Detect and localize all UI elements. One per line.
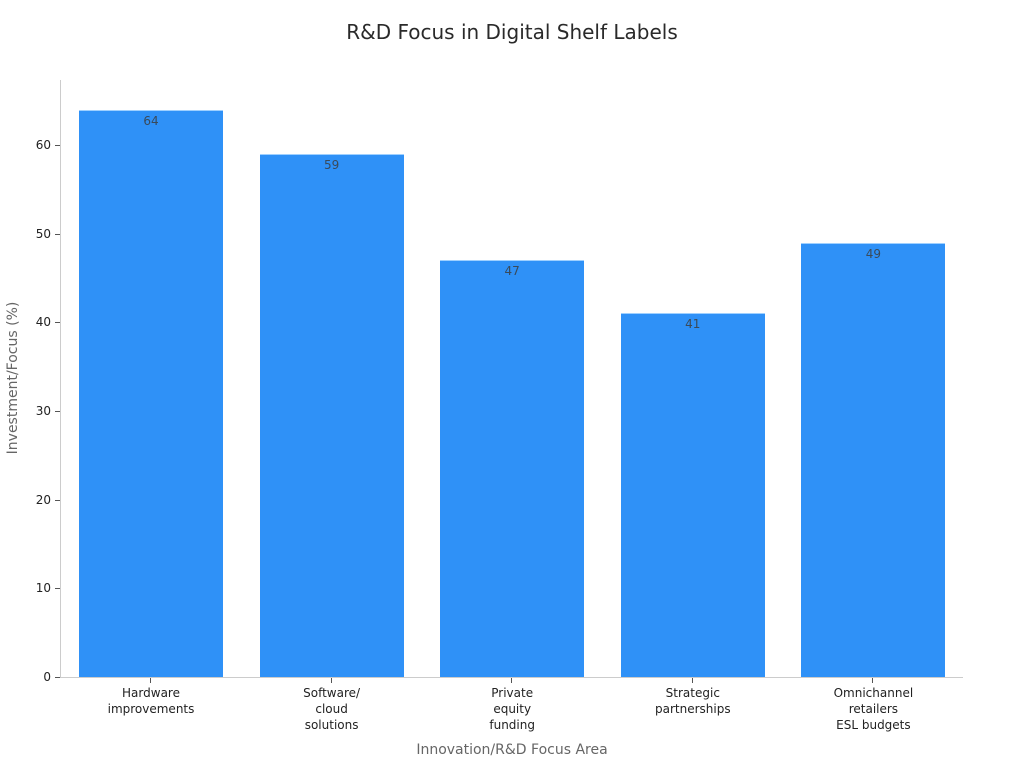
y-tick-label: 30	[35, 404, 51, 418]
y-tick: 20	[0, 493, 60, 514]
y-tick: 10	[0, 581, 60, 602]
y-tick-mark	[55, 588, 60, 590]
x-tick-mark	[511, 678, 513, 683]
y-tick-label: 10	[35, 581, 51, 596]
x-tick-label: Strategic partnerships	[655, 686, 731, 716]
x-tick-label: Hardware improvements	[107, 686, 195, 716]
x-axis-label: Innovation/R&D Focus Area	[416, 742, 608, 758]
bar-value-label: 49	[865, 246, 882, 261]
bar-value-label: 47	[504, 264, 520, 279]
y-tick: 60	[0, 138, 60, 159]
bar[interactable]: 59	[259, 153, 404, 677]
y-tick-mark	[55, 145, 60, 146]
y-tick-mark	[55, 233, 60, 235]
bar-value-label: 59	[323, 157, 340, 172]
y-tick: 30	[0, 404, 60, 425]
x-tick-mark	[150, 678, 151, 683]
y-tick: 40	[0, 315, 60, 336]
y-tick-label: 50	[35, 226, 51, 241]
bar[interactable]: 49	[801, 242, 946, 677]
y-tick-mark	[55, 322, 60, 324]
bar[interactable]: 64	[79, 109, 223, 677]
y-tick-mark	[55, 499, 60, 501]
bar-value-label: 41	[685, 317, 701, 332]
x-tick-mark	[330, 678, 332, 683]
x-tick-mark	[691, 678, 693, 683]
x-tick-label: Software/ cloud solutions	[303, 686, 361, 732]
y-tick-mark	[55, 411, 60, 412]
y-tick-label: 20	[35, 492, 51, 507]
bar[interactable]: 41	[620, 313, 765, 677]
x-tick-mark	[872, 678, 874, 683]
x-axis-line	[60, 677, 963, 678]
y-tick: 0	[0, 670, 60, 691]
y-tick-label: 40	[35, 315, 51, 330]
y-axis-line	[60, 80, 61, 678]
bar-value-label: 64	[143, 113, 159, 128]
chart-title: R&D Focus in Digital Shelf Labels	[346, 20, 678, 44]
y-tick-mark	[55, 677, 60, 678]
y-tick: 50	[0, 227, 60, 248]
y-tick-label: 60	[35, 138, 51, 152]
y-tick-label: 0	[43, 670, 51, 684]
x-tick-label: Omnichannel retailers ESL budgets	[833, 686, 914, 732]
bar[interactable]: 47	[440, 260, 585, 677]
x-tick-label: Private equity funding	[489, 686, 535, 732]
